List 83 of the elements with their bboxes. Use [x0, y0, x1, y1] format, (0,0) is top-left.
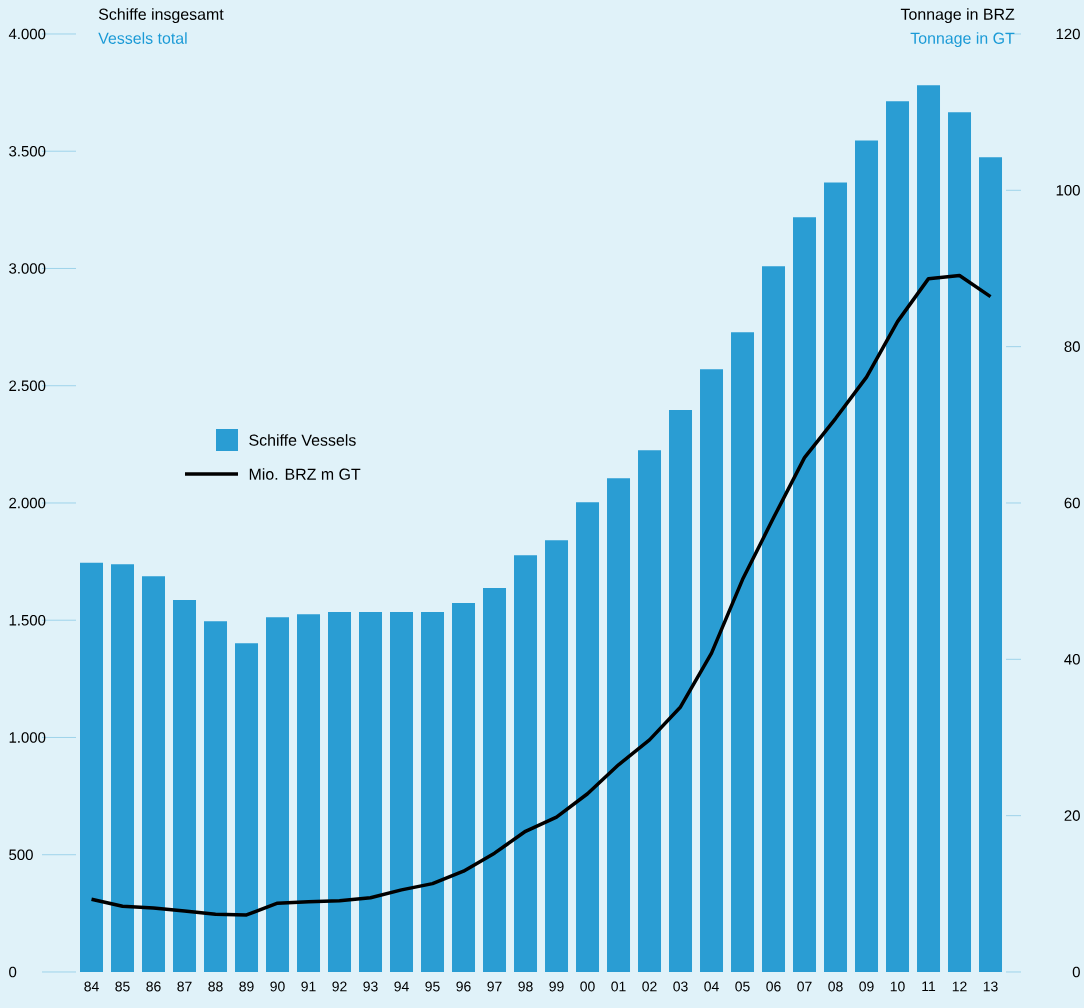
bar	[452, 603, 476, 972]
bar	[607, 478, 631, 972]
y2-axis-title: Tonnage in BRZ	[900, 8, 1015, 24]
bar	[266, 617, 290, 972]
bar	[173, 600, 197, 972]
x-tick-label: 03	[673, 981, 688, 992]
x-tick-label: 11	[922, 981, 936, 992]
annotation: Tonnage in GT	[910, 32, 1015, 48]
bar	[793, 217, 817, 972]
x-tick-label: 04	[704, 981, 719, 992]
bar	[142, 576, 166, 972]
x-tick-label: 10	[890, 981, 905, 992]
x-tick-label: 91	[301, 981, 316, 992]
bar	[204, 621, 228, 972]
x-tick-label: 86	[146, 981, 161, 992]
bar	[359, 612, 383, 972]
x-tick-label: 94	[394, 981, 409, 992]
bar	[638, 450, 662, 972]
bar	[545, 540, 569, 972]
x-tick-label: 92	[332, 981, 347, 992]
x-tick-label: 13	[983, 981, 998, 992]
bar	[514, 555, 538, 972]
bar	[297, 614, 321, 972]
bar	[979, 157, 1003, 972]
y2-tick-label: 120	[1056, 28, 1080, 40]
bar	[669, 410, 693, 972]
x-tick-label: 05	[735, 981, 750, 992]
legend-label: Schiffe Vessels	[249, 434, 356, 446]
y-tick-label: 3.000	[9, 263, 46, 274]
y2-tick-label: 40	[1064, 654, 1080, 665]
x-tick-label: 00	[580, 981, 595, 992]
y-tick-label: 3.500	[9, 145, 46, 157]
x-tick-label: 97	[487, 981, 502, 992]
x-tick-label: 89	[239, 981, 254, 992]
bar	[886, 101, 910, 972]
x-tick-label: 07	[797, 981, 812, 992]
y-tick-label: 500	[9, 849, 33, 861]
x-tick-label: 84	[84, 981, 99, 992]
bar	[762, 266, 786, 972]
bar	[576, 502, 600, 972]
x-tick-label: 01	[611, 981, 626, 992]
y-axis-title: Schiffe insgesamt	[98, 8, 224, 24]
y2-tick-label: 80	[1064, 341, 1080, 352]
bar	[421, 612, 445, 972]
legend-label: Mio. BRZ m GT	[249, 468, 361, 480]
bar	[235, 643, 259, 972]
x-tick-label: 98	[518, 981, 533, 992]
x-tick-label: 88	[208, 981, 223, 992]
y-tick-label: 1.500	[9, 614, 46, 626]
x-tick-label: 99	[549, 981, 564, 992]
y2-tick-label: 60	[1064, 497, 1080, 509]
y-tick-label: 2.500	[9, 380, 46, 392]
bar	[948, 112, 972, 972]
x-tick-label: 02	[642, 981, 657, 992]
bar	[824, 182, 848, 972]
x-tick-label: 87	[177, 981, 192, 992]
x-tick-label: 06	[766, 981, 781, 992]
x-tick-label: 09	[859, 981, 874, 992]
y2-tick-label: 0	[1072, 966, 1080, 978]
bar	[731, 332, 755, 972]
bar	[390, 612, 414, 972]
x-tick-label: 12	[952, 981, 967, 992]
x-tick-label: 08	[828, 981, 843, 992]
annotation: Vessels total	[98, 32, 187, 44]
y-tick-label: 1.000	[9, 732, 46, 743]
x-tick-label: 95	[425, 981, 440, 992]
y-tick-label: 4.000	[8, 28, 46, 40]
x-tick-label: 93	[363, 981, 378, 992]
bar	[483, 588, 507, 972]
x-tick-label: 96	[456, 981, 471, 992]
bar	[855, 140, 879, 972]
y-tick-label: 2.000	[9, 497, 46, 509]
x-tick-label: 85	[115, 981, 130, 992]
line-series	[89, 273, 993, 917]
x-tick-label: 90	[270, 981, 285, 992]
bar	[80, 562, 104, 972]
y-tick-label: 0	[9, 966, 17, 978]
bar	[917, 85, 941, 972]
bar	[328, 612, 352, 972]
y2-tick-label: 100	[1056, 185, 1080, 196]
bar	[700, 369, 724, 972]
y2-tick-label: 20	[1064, 810, 1080, 821]
bar	[111, 564, 135, 972]
